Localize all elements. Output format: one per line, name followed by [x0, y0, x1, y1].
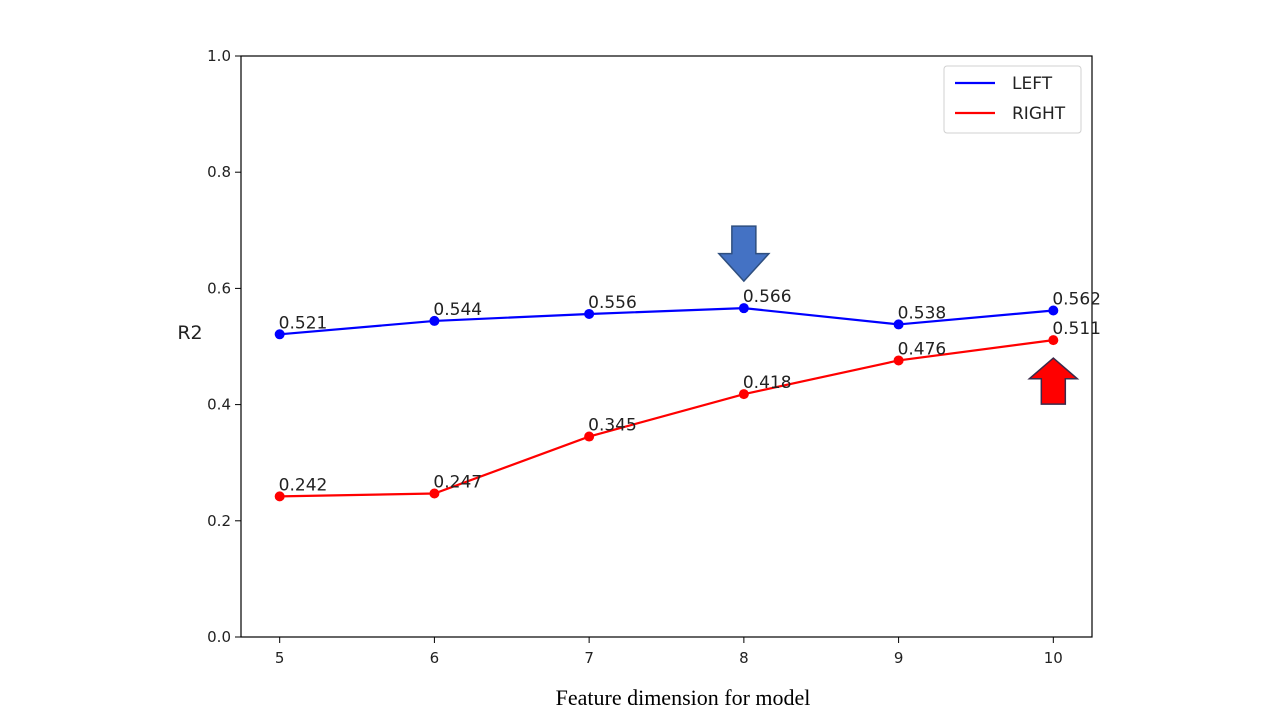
legend-label-right: RIGHT	[1012, 104, 1066, 124]
data-point-left	[893, 319, 904, 330]
down-arrow-marker	[717, 225, 771, 283]
y-tick-label: 0.4	[207, 396, 231, 414]
data-point-right	[429, 488, 440, 499]
data-point-right	[893, 355, 904, 366]
data-label-right: 0.476	[898, 339, 947, 359]
legend: LEFT RIGHT	[943, 65, 1082, 134]
data-point-right	[584, 431, 595, 442]
y-tick-label: 0.2	[207, 512, 231, 530]
x-axis-title: Feature dimension for model	[556, 685, 811, 710]
data-point-left	[274, 329, 285, 340]
x-tick-label: 7	[584, 649, 594, 667]
data-label-left: 0.556	[588, 293, 637, 313]
data-label-right: 0.247	[433, 472, 482, 492]
x-tick-label: 9	[894, 649, 904, 667]
plot-frame	[240, 55, 1093, 638]
series-line-left	[279, 307, 1054, 336]
annotations	[717, 225, 1080, 405]
data-label-right: 0.418	[743, 373, 792, 393]
x-tick-label: 8	[739, 649, 749, 667]
legend-label-left: LEFT	[1012, 74, 1053, 94]
y-tick-label: 0.6	[207, 279, 231, 297]
data-label-right: 0.242	[279, 475, 328, 495]
axes: 0.0 0.2 0.4 0.6 0.8 1.0 5 6 7 8 9 10	[207, 47, 1093, 667]
data-point-left	[738, 303, 749, 314]
up-arrow-marker	[1027, 357, 1080, 405]
y-tick-label: 1.0	[207, 47, 231, 65]
data-point-left	[1048, 305, 1059, 316]
data-label-right: 0.511	[1052, 319, 1101, 339]
x-tick-label: 6	[430, 649, 440, 667]
data-point-left	[584, 308, 595, 319]
data-label-left: 0.544	[433, 300, 482, 320]
x-tick-label: 10	[1044, 649, 1063, 667]
y-tick-label: 0.0	[207, 628, 231, 646]
x-tick-label: 5	[275, 649, 285, 667]
data-label-left: 0.566	[743, 287, 792, 307]
data-label-left: 0.538	[898, 303, 947, 323]
data-label-left: 0.521	[279, 313, 328, 333]
data-label-right: 0.345	[588, 416, 637, 436]
y-tick-label: 0.8	[207, 163, 231, 181]
data-label-left: 0.562	[1052, 289, 1101, 309]
data-point-left	[429, 315, 440, 326]
data-point-right	[738, 389, 749, 400]
series-layer: 0.521 0.544 0.556 0.566 0.538 0.562 0.242 0.247…	[274, 287, 1101, 502]
series-line-right	[279, 339, 1054, 498]
y-axis-title: R2	[177, 322, 202, 344]
data-point-right	[274, 491, 285, 502]
data-point-right	[1048, 335, 1059, 346]
